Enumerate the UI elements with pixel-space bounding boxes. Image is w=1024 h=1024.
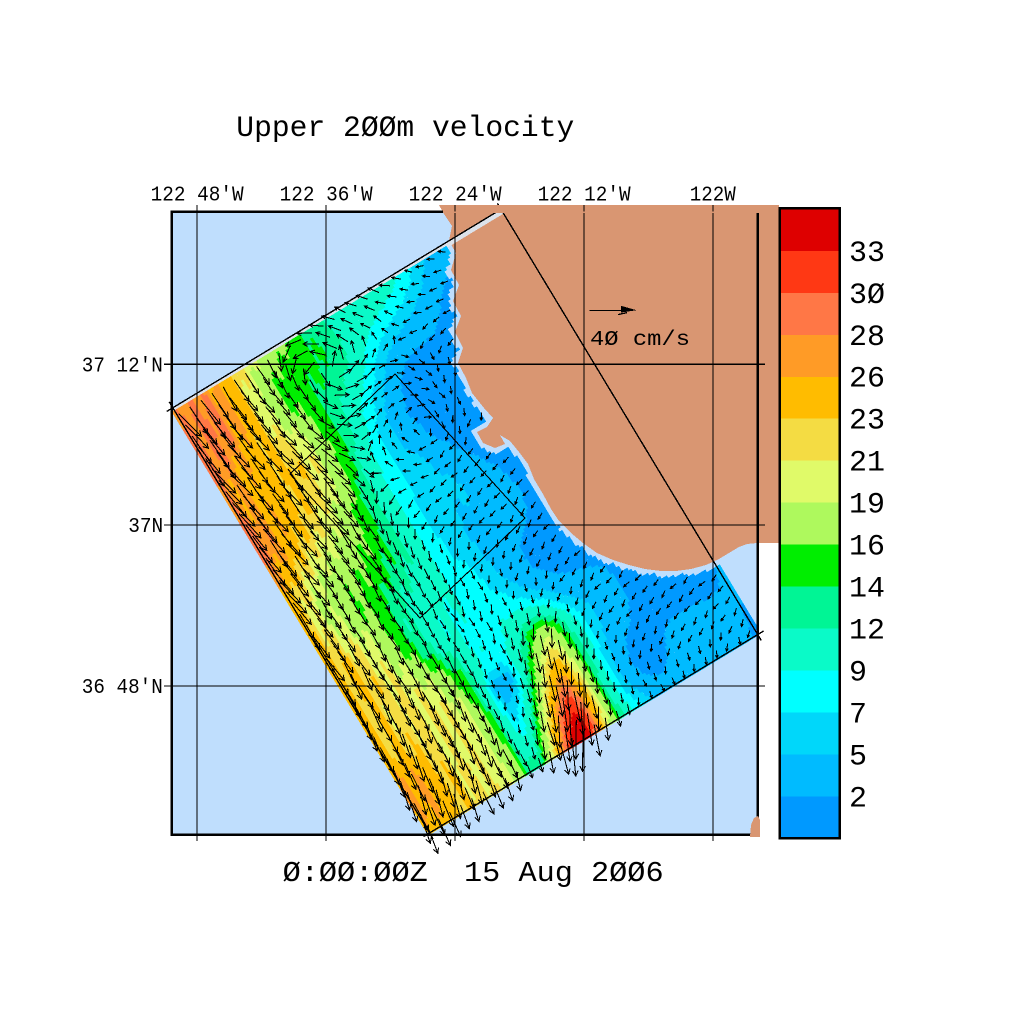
- svg-text:2: 2: [849, 783, 867, 817]
- svg-text:33: 33: [849, 237, 885, 271]
- svg-text:37N: 37N: [128, 516, 163, 539]
- svg-text:7: 7: [849, 699, 867, 733]
- svg-text:5: 5: [849, 741, 867, 775]
- svg-text:23: 23: [849, 405, 885, 439]
- svg-text:122W: 122W: [690, 185, 736, 208]
- svg-text:122 48'W: 122 48'W: [151, 185, 244, 208]
- svg-text:Upper 2ØØm velocity: Upper 2ØØm velocity: [236, 112, 574, 146]
- svg-text:3Ø: 3Ø: [849, 279, 885, 313]
- svg-text:26: 26: [849, 363, 885, 397]
- svg-text:12: 12: [849, 615, 885, 649]
- svg-text:37 12'N: 37 12'N: [82, 356, 163, 379]
- svg-text:21: 21: [849, 447, 885, 481]
- svg-text:14: 14: [849, 573, 885, 607]
- svg-text:122 36'W: 122 36'W: [280, 185, 373, 208]
- svg-text:19: 19: [849, 489, 885, 523]
- svg-text:36 48'N: 36 48'N: [82, 677, 163, 700]
- svg-text:9: 9: [849, 657, 867, 691]
- svg-text:122 24'W: 122 24'W: [409, 185, 502, 208]
- svg-text:16: 16: [849, 531, 885, 565]
- svg-text:Ø:ØØ:ØØZ 15 Aug 2ØØ6: Ø:ØØ:ØØZ 15 Aug 2ØØ6: [283, 857, 664, 890]
- svg-text:4Ø cm/s: 4Ø cm/s: [590, 329, 690, 352]
- svg-text:122 12'W: 122 12'W: [538, 185, 631, 208]
- svg-text:28: 28: [849, 321, 885, 355]
